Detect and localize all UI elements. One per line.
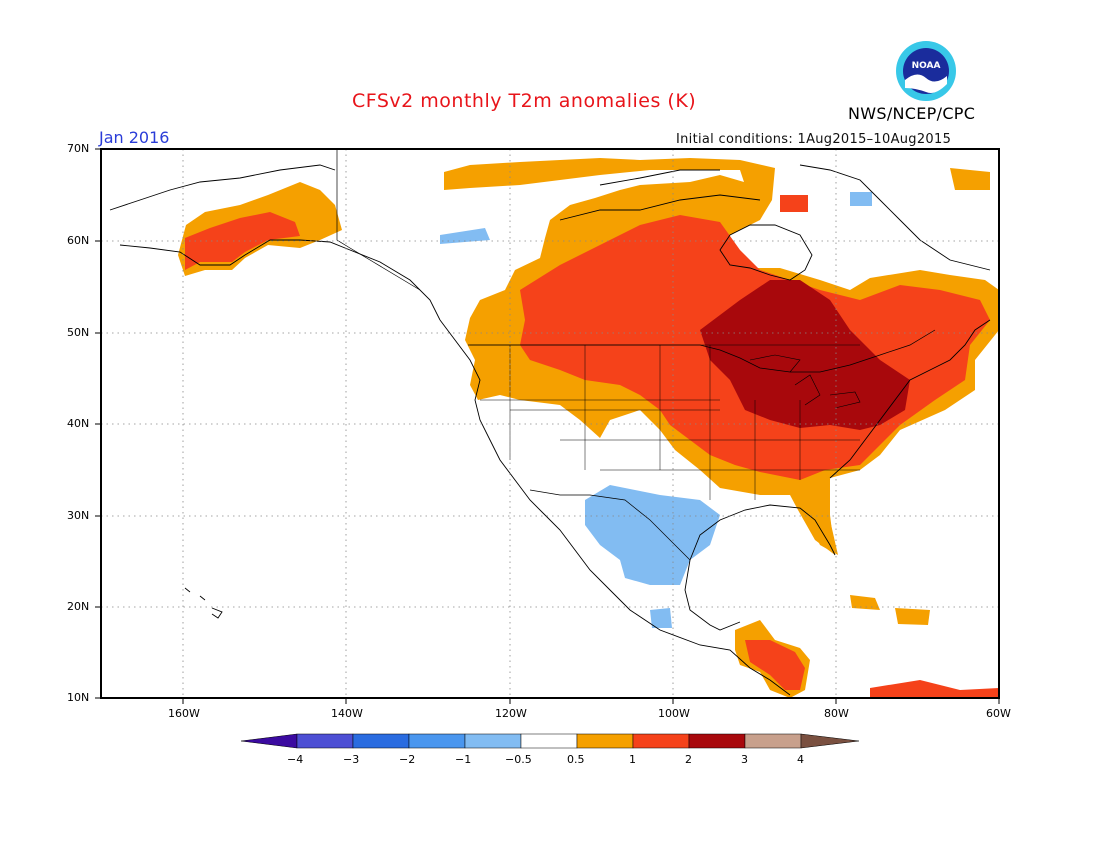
lon-label-60w: 60W (986, 707, 1011, 720)
initial-conditions: Initial conditions: 1Aug2015–10Aug2015 (676, 132, 952, 147)
arctic-islands (559, 164, 991, 271)
axis-ticks (95, 148, 1000, 704)
florida-warm-region (800, 478, 838, 555)
colorbar-swatch-8 (688, 733, 746, 749)
lat-label-40n: 40N (67, 417, 90, 430)
gulf-coast (684, 504, 836, 631)
anomaly-shading (178, 158, 999, 698)
colorbar-swatch-lowest (240, 733, 298, 749)
baffin-warm-region (780, 195, 808, 212)
south-caribbean-warm-region (870, 680, 999, 698)
texas-mexico-cool-region (585, 485, 720, 585)
greenland-warm-region (950, 168, 990, 190)
arctic-cool-region (850, 192, 872, 206)
caribbean-warm-region (850, 595, 880, 610)
noaa-logo: NOAA (896, 41, 956, 101)
colorbar-label-minus0-5: −0.5 (505, 753, 532, 766)
svg-text:NOAA: NOAA (912, 61, 941, 71)
colorbar-swatch-1 (296, 733, 354, 749)
map-title: CFSv2 monthly T2m anomalies (K) (352, 90, 697, 112)
central-america-hot-region (745, 640, 805, 690)
east-coast (829, 319, 991, 479)
colorbar-label-minus4: −4 (287, 753, 304, 766)
colorbar-swatch-7 (632, 733, 690, 749)
alaska-border (336, 150, 421, 291)
colorbar-swatch-9 (744, 733, 802, 749)
forecast-month: Jan 2016 (99, 128, 170, 147)
lat-label-60n: 60N (67, 234, 90, 247)
colorbar-label-3: 3 (741, 753, 748, 766)
hispaniola-warm-region (895, 608, 930, 625)
mexico-border (529, 489, 691, 561)
colorbar-label-0-5: 0.5 (567, 753, 585, 766)
lat-label-50n: 50N (67, 326, 90, 339)
lon-label-140w: 140W (331, 707, 363, 720)
colorbar-label-minus1: −1 (455, 753, 472, 766)
hawaii (184, 587, 223, 619)
west-coast (439, 319, 791, 696)
agency-label: NWS/NCEP/CPC (848, 104, 976, 123)
colorbar-label-4: 4 (797, 753, 804, 766)
central-mexico-cool-region (650, 608, 672, 628)
lat-label-10n: 10N (67, 691, 90, 704)
lon-label-160w: 160W (168, 707, 200, 720)
great-lakes (749, 354, 861, 409)
lat-label-20n: 20N (67, 600, 90, 613)
north-canada-cool-region (440, 228, 490, 244)
colorbar-swatch-2 (352, 733, 410, 749)
colorbar-swatch-4 (464, 733, 522, 749)
gridlines (101, 149, 999, 698)
hudson-bay (719, 224, 813, 281)
lon-label-80w: 80W (824, 707, 849, 720)
colorbar-label-minus3: −3 (343, 753, 360, 766)
colorbar-swatch-3 (408, 733, 466, 749)
great-lakes-hot-region (700, 280, 910, 430)
colorbar-swatch-6 (576, 733, 634, 749)
lon-label-120w: 120W (495, 707, 527, 720)
lon-label-100w: 100W (658, 707, 690, 720)
colorbar-label-2: 2 (685, 753, 692, 766)
lat-label-30n: 30N (67, 509, 90, 522)
colorbar-swatch-5 (520, 733, 578, 749)
lat-label-70n: 70N (67, 142, 90, 155)
colorbar-label-minus2: −2 (399, 753, 416, 766)
alaska-hot-region (185, 212, 300, 270)
colorbar (240, 733, 860, 749)
colorbar-label-1: 1 (629, 753, 636, 766)
colorbar-swatch-highest (800, 733, 860, 749)
